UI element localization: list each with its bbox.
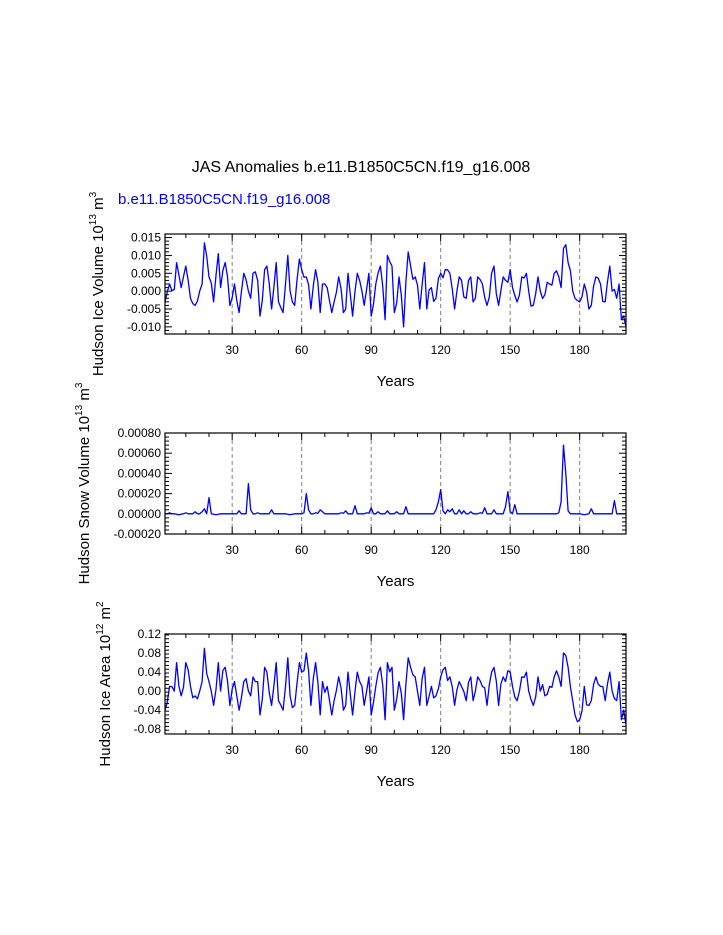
x-tick-label-60: 60 — [295, 543, 309, 557]
y-tick-label: 0.00060 — [118, 446, 162, 460]
y-tick-label: 0.00080 — [118, 426, 162, 440]
y-tick-label: 0.010 — [131, 248, 161, 262]
x-tick-label-60: 60 — [295, 343, 309, 357]
y-tick-label: 0.005 — [131, 266, 161, 280]
y-tick-label: 0.12 — [138, 627, 162, 641]
y-axis-title-exponent: 13 — [88, 214, 99, 226]
y-tick-label: -0.04 — [134, 703, 162, 717]
chart-panel-snow_volume: 30 60 90 120 150 180 -0.00020 0.00000 0.00020 0.0… — [74, 382, 627, 590]
x-tick-label-90: 90 — [364, 343, 378, 357]
case-label: b.e11.B1850C5CN.f19_g16.008 — [118, 191, 330, 208]
chart-panel-ice_area: 30 60 90 120 150 180 -0.08 -0.04 0.00 0.04 0.08 0.1… — [95, 601, 627, 790]
x-axis-title: Years — [377, 373, 415, 390]
x-tick-label-90: 90 — [364, 743, 378, 757]
y-axis-title-exponent: 13 — [74, 404, 85, 416]
y-tick-label: 0.04 — [138, 665, 162, 679]
y-tick-label: 0.000 — [131, 284, 161, 298]
y-tick-label: 0.00000 — [118, 507, 162, 521]
x-tick-label-150: 150 — [500, 343, 520, 357]
x-tick-label-60: 60 — [295, 743, 309, 757]
series-line-snow_volume — [165, 444, 626, 516]
y-tick-label: -0.00020 — [114, 527, 162, 541]
y-tick-label: 0.08 — [138, 646, 162, 660]
x-tick-label-120: 120 — [431, 343, 451, 357]
y-tick-label: -0.08 — [134, 722, 162, 736]
x-tick-label-120: 120 — [431, 543, 451, 557]
x-tick-label-150: 150 — [500, 743, 520, 757]
panels: 30 60 90 120 150 180 -0.010 -0.005 0.000 0.005 0.0… — [74, 191, 627, 790]
y-tick-label: 0.00020 — [118, 487, 162, 501]
x-tick-label-180: 180 — [570, 743, 590, 757]
main-title: JAS Anomalies b.e11.B1850C5CN.f19_g16.00… — [192, 159, 531, 176]
x-axis-title: Years — [377, 773, 415, 790]
x-tick-label-120: 120 — [431, 743, 451, 757]
y-tick-label: -0.005 — [127, 302, 161, 316]
x-tick-label-90: 90 — [364, 543, 378, 557]
y-axis-title: Hudson Ice Volume 1013 m3 — [88, 191, 107, 376]
y-axis-title: Hudson Ice Area 1012 m2 — [95, 601, 114, 767]
x-axis-title: Years — [377, 573, 415, 590]
x-tick-label-30: 30 — [226, 543, 240, 557]
x-tick-label-30: 30 — [226, 743, 240, 757]
chart-panel-ice_volume: 30 60 90 120 150 180 -0.010 -0.005 0.000 0.005 0.0… — [88, 191, 627, 390]
y-axis-title-main: Hudson Ice Area 10 — [97, 635, 114, 767]
y-axis-title-unit-exponent: 3 — [88, 191, 99, 197]
series-line-ice_area — [165, 647, 626, 725]
x-tick-label-150: 150 — [500, 543, 520, 557]
plot-frame — [164, 432, 627, 535]
y-axis-title-exponent: 12 — [95, 623, 106, 635]
y-axis-title-unit: m — [90, 197, 107, 214]
y-tick-label: 0.015 — [131, 231, 161, 245]
x-tick-label-180: 180 — [570, 543, 590, 557]
y-axis-title-unit: m — [97, 607, 114, 624]
y-axis-title: Hudson Snow Volume 1013 m3 — [74, 382, 93, 584]
y-axis-title-unit-exponent: 3 — [74, 382, 85, 388]
series-line-ice_volume — [165, 242, 626, 328]
y-axis-title-main: Hudson Snow Volume 10 — [76, 416, 93, 584]
y-tick-label: 0.00040 — [118, 466, 162, 480]
y-tick-label: -0.010 — [127, 320, 161, 334]
y-axis-title-unit-exponent: 2 — [95, 601, 106, 607]
y-tick-label: 0.00 — [138, 684, 162, 698]
y-axis-title-main: Hudson Ice Volume 10 — [90, 225, 107, 376]
y-axis-title-unit: m — [76, 388, 93, 405]
x-tick-label-180: 180 — [570, 343, 590, 357]
x-tick-label-30: 30 — [226, 343, 240, 357]
